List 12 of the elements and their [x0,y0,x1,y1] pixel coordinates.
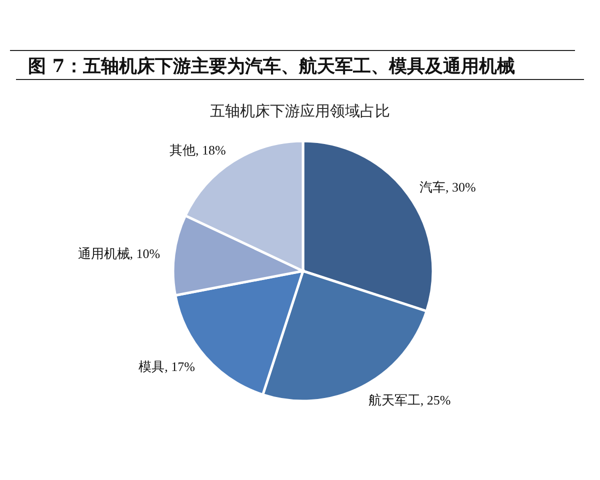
data-label: , 30% [446,178,476,194]
slice-label: 模具 [138,358,165,374]
slice-label: 汽车 [420,178,446,194]
slice-label: 其他 [169,142,196,157]
slice-label: 航天军工 [368,392,420,407]
data-label: , 17% [164,358,196,374]
chart-title: 图 7：五轴机床下游主要为汽车、航天军工、模具及通用机械 [28,55,515,79]
chart-subtitle: 五轴机床下游应用领域占比 [209,101,391,121]
slice-label: 通用机械 [78,245,130,260]
data-label: , 25% [420,392,451,407]
data-label: , 10% [130,245,160,260]
data-label: , 18% [195,142,226,157]
